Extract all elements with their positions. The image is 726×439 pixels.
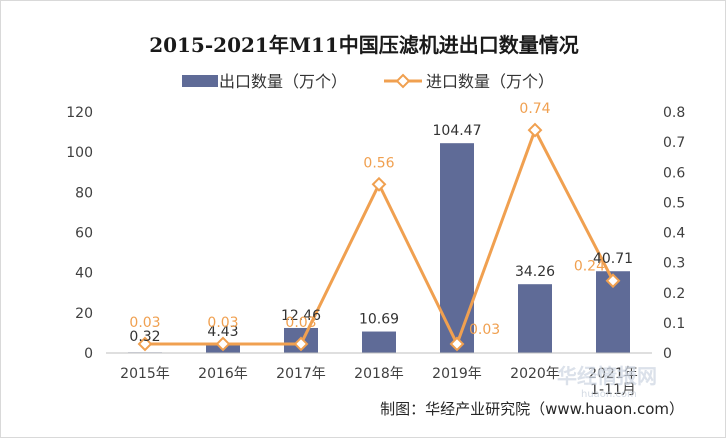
y-left-tick-label: 60 xyxy=(75,226,93,242)
legend-label-import: 进口数量（万个） xyxy=(426,72,554,91)
import-marker xyxy=(293,336,309,352)
chart-legend: 出口数量（万个） 进口数量（万个） xyxy=(182,72,554,91)
bar-export xyxy=(362,331,396,353)
line-data-label: 0.03 xyxy=(469,322,500,338)
y-left-tick-label: 120 xyxy=(66,105,93,121)
y-left-tick-label: 20 xyxy=(75,306,93,322)
y-right-tick-label: 0.7 xyxy=(663,135,685,151)
bar-data-label: 12.46 xyxy=(281,308,321,324)
y-left-tick-label: 100 xyxy=(66,145,93,161)
legend-marker-import xyxy=(395,73,411,89)
watermark-subtext: huaon.com xyxy=(581,389,637,400)
bar-data-label: 0.32 xyxy=(129,329,160,345)
line-data-label: 0.24 xyxy=(574,259,605,275)
y-left-tick-label: 40 xyxy=(75,266,93,282)
bar-data-label: 10.69 xyxy=(359,312,399,328)
data-labels: 0.32 4.43 12.46 10.69 104.47 34.26 40.71 0.03 0.… xyxy=(129,101,633,345)
import-marker xyxy=(215,336,231,352)
bar-data-label: 34.26 xyxy=(515,264,555,280)
y-right-tick-label: 0.6 xyxy=(663,165,685,181)
y-right-tick-label: 0 xyxy=(663,346,672,362)
y-right-tick-label: 0.1 xyxy=(663,316,685,332)
x-tick-label: 2015年 xyxy=(120,366,170,382)
y-right-tick-label: 0.3 xyxy=(663,256,685,272)
watermark: 华经情报网 huaon.com xyxy=(557,364,657,400)
y-left-tick-label: 80 xyxy=(75,185,93,201)
x-tick-label: 2021年 1-11月 xyxy=(588,366,638,398)
bar-data-label: 40.71 xyxy=(593,251,633,267)
line-data-label: 0.03 xyxy=(129,315,160,331)
source-note: 制图：华经产业研究院（www.huaon.com） xyxy=(380,400,684,418)
import-marker xyxy=(605,273,621,289)
x-tick-label: 2020年 xyxy=(510,366,560,382)
legend-swatch-export xyxy=(182,75,218,87)
y-axis-right: 0 0.1 0.2 0.3 0.4 0.5 0.6 0.7 0.8 xyxy=(663,105,685,362)
x-axis-ticks: 2015年 2016年 2017年 2018年 2019年 2020年 2021年 1-11月 xyxy=(120,366,638,398)
x-tick-label: 2017年 xyxy=(276,366,326,382)
line-data-label: 0.74 xyxy=(519,101,550,117)
line-data-label: 0.56 xyxy=(363,155,394,171)
bar-data-label: 4.43 xyxy=(207,324,238,340)
line-data-label: 0.03 xyxy=(207,315,238,331)
line-series-import xyxy=(137,122,621,352)
line-data-label: 0.03 xyxy=(285,315,316,331)
y-right-tick-label: 0.5 xyxy=(663,195,685,211)
import-marker xyxy=(371,176,387,192)
y-axis-left: 0 20 40 60 80 100 120 xyxy=(66,105,93,362)
import-marker xyxy=(137,336,153,352)
legend-label-export: 出口数量（万个） xyxy=(219,72,347,91)
x-tick-label: 2016年 xyxy=(198,366,248,382)
x-tick-label: 2018年 xyxy=(354,366,404,382)
import-marker xyxy=(527,122,543,138)
y-right-tick-label: 0.2 xyxy=(663,286,685,302)
y-right-tick-label: 0.4 xyxy=(663,226,685,242)
y-left-tick-label: 0 xyxy=(84,346,93,362)
bar-export xyxy=(518,284,552,353)
chart-title: 2015-2021年M11中国压滤机进出口数量情况 xyxy=(149,33,579,57)
watermark-text: 华经情报网 xyxy=(557,364,657,388)
x-tick-label: 2019年 xyxy=(432,366,482,382)
y-right-tick-label: 0.8 xyxy=(663,105,685,121)
bar-data-label: 104.47 xyxy=(433,123,482,139)
import-marker xyxy=(449,336,465,352)
